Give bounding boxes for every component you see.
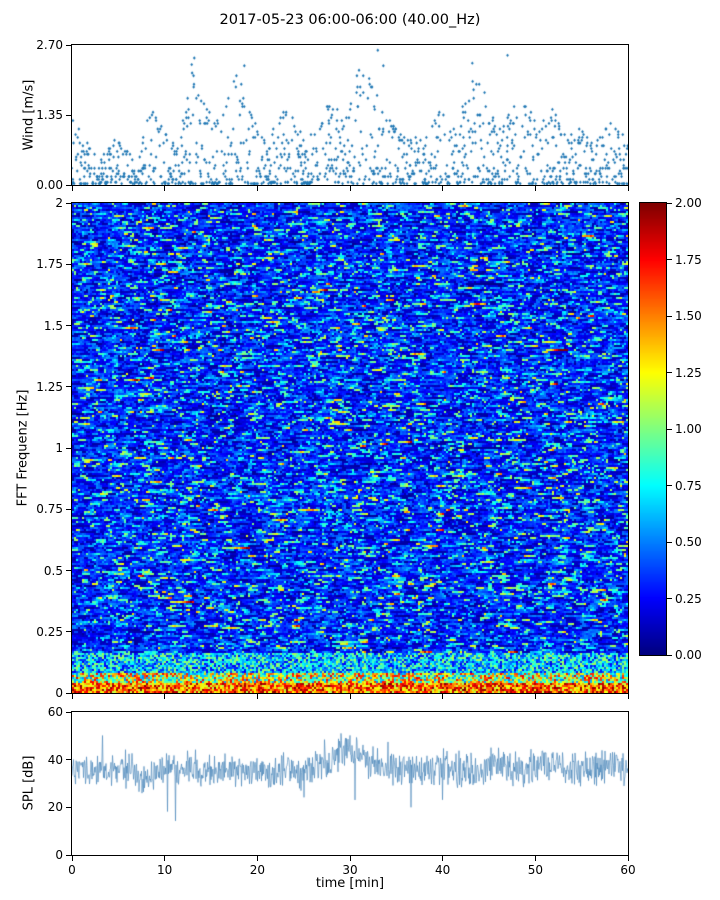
wind-plot-area: [71, 44, 629, 186]
spl-ytick-mark: [66, 854, 71, 856]
spectrogram-canvas: [72, 203, 628, 693]
spectrogram-ytick-label: 0: [55, 686, 63, 700]
spectrogram-ytick-label: 1.5: [43, 318, 63, 333]
spl-xtick-mark: [71, 856, 73, 861]
spectrogram-xtick-mark: [534, 694, 536, 699]
colorbar-tick-label: 1.00: [675, 422, 702, 436]
spl-xtick-mark: [534, 856, 536, 861]
spectrogram-ytick-label: 2: [55, 196, 63, 210]
spl-xtick-mark: [164, 856, 166, 861]
spl-ytick-label: 60: [47, 705, 63, 719]
colorbar-tick-label: 0.50: [675, 535, 702, 549]
colorbar-tick-label: 1.75: [675, 252, 702, 267]
spl-xtick-label: 20: [249, 863, 265, 877]
spl-ytick-mark: [66, 759, 71, 761]
spectrogram-plot-area: [71, 202, 629, 694]
wind-ytick-mark: [66, 184, 71, 186]
wind-ytick-label: 1.35: [36, 108, 63, 122]
wind-scatter-canvas: [72, 45, 628, 185]
colorbar-tick-mark: [667, 259, 672, 260]
colorbar-tick-label: 0.00: [675, 648, 702, 662]
spl-xtick-mark: [442, 856, 444, 861]
spl-xlabel: time [min]: [315, 876, 385, 891]
spectrogram-ytick-mark: [66, 570, 71, 571]
spectrogram-ytick-mark: [66, 447, 71, 449]
spl-xtick-label: 50: [527, 863, 543, 877]
colorbar-tick-mark: [667, 654, 672, 656]
spectrogram-ytick-mark: [66, 692, 71, 694]
wind-xtick-mark: [164, 186, 166, 191]
spectrogram-xtick-mark: [164, 694, 166, 699]
spectrogram-ytick-mark: [66, 325, 71, 326]
colorbar-canvas: [640, 203, 666, 655]
spectrogram-ytick-mark: [66, 202, 71, 204]
spectrogram-ytick-label: 1.75: [36, 257, 63, 272]
wind-xtick-mark: [349, 186, 351, 191]
wind-xtick-mark: [534, 186, 536, 191]
spectrogram-xtick-mark: [627, 694, 629, 699]
spectrogram-ytick-label: 1: [55, 441, 63, 455]
colorbar-tick-mark: [667, 202, 672, 204]
colorbar-tick-mark: [667, 541, 672, 543]
spectrogram-xtick-mark: [71, 694, 73, 699]
colorbar-tick-label: 0.25: [675, 591, 702, 606]
spectrogram-ytick-label: 0.25: [36, 624, 63, 639]
spl-ytick-label: 0: [55, 848, 63, 862]
spectrogram-ytick-mark: [66, 263, 71, 265]
spectrogram-ytick-label: 0.75: [36, 502, 63, 517]
spectrogram-ytick-mark: [66, 508, 71, 510]
spectrogram-ytick-label: 0.5: [43, 563, 63, 578]
wind-xtick-mark: [71, 186, 73, 191]
spl-xtick-mark: [627, 856, 629, 861]
spectrogram-ytick-mark: [66, 631, 71, 633]
wind-xtick-mark: [627, 186, 629, 191]
spl-xtick-label: 10: [157, 863, 173, 877]
spectrogram-xtick-mark: [256, 694, 258, 699]
figure-title: 2017-05-23 06:00-06:00 (40.00_Hz): [219, 12, 481, 28]
wind-ytick-label: 2.70: [36, 38, 63, 52]
colorbar: [639, 202, 667, 656]
spectrogram-ytick-mark: [66, 386, 71, 388]
wind-ytick-mark: [66, 114, 71, 116]
spectrogram-ytick-label: 1.25: [36, 379, 63, 394]
spl-xtick-mark: [256, 856, 258, 861]
colorbar-tick-mark: [667, 485, 672, 486]
colorbar-tick-label: 1.25: [675, 365, 702, 380]
colorbar-tick-mark: [667, 598, 672, 599]
spl-xtick-label: 30: [342, 863, 358, 877]
colorbar-tick-mark: [667, 428, 672, 430]
spl-ytick-label: 40: [47, 752, 63, 767]
spl-xtick-mark: [349, 856, 351, 861]
wind-xtick-mark: [256, 186, 258, 191]
wind-ytick-label: 0.00: [36, 178, 63, 192]
colorbar-tick-label: 0.75: [675, 478, 702, 493]
colorbar-tick-mark: [667, 315, 672, 317]
colorbar-tick-label: 1.50: [675, 309, 702, 323]
colorbar-tick-mark: [667, 372, 672, 373]
spectrogram-xtick-mark: [442, 694, 444, 699]
spl-xtick-label: 0: [68, 863, 76, 877]
colorbar-tick-label: 2.00: [675, 196, 702, 210]
wind-ytick-mark: [66, 44, 71, 46]
wind-xtick-mark: [442, 186, 444, 191]
spectrogram-xtick-mark: [349, 694, 351, 699]
spl-line-canvas: [72, 712, 628, 855]
spl-plot-area: [71, 711, 629, 856]
spl-ytick-mark: [66, 711, 71, 713]
spl-xtick-label: 40: [435, 863, 451, 877]
spl-xtick-label: 60: [620, 863, 636, 877]
spl-ytick-label: 20: [47, 800, 63, 815]
spl-ytick-mark: [66, 806, 71, 808]
